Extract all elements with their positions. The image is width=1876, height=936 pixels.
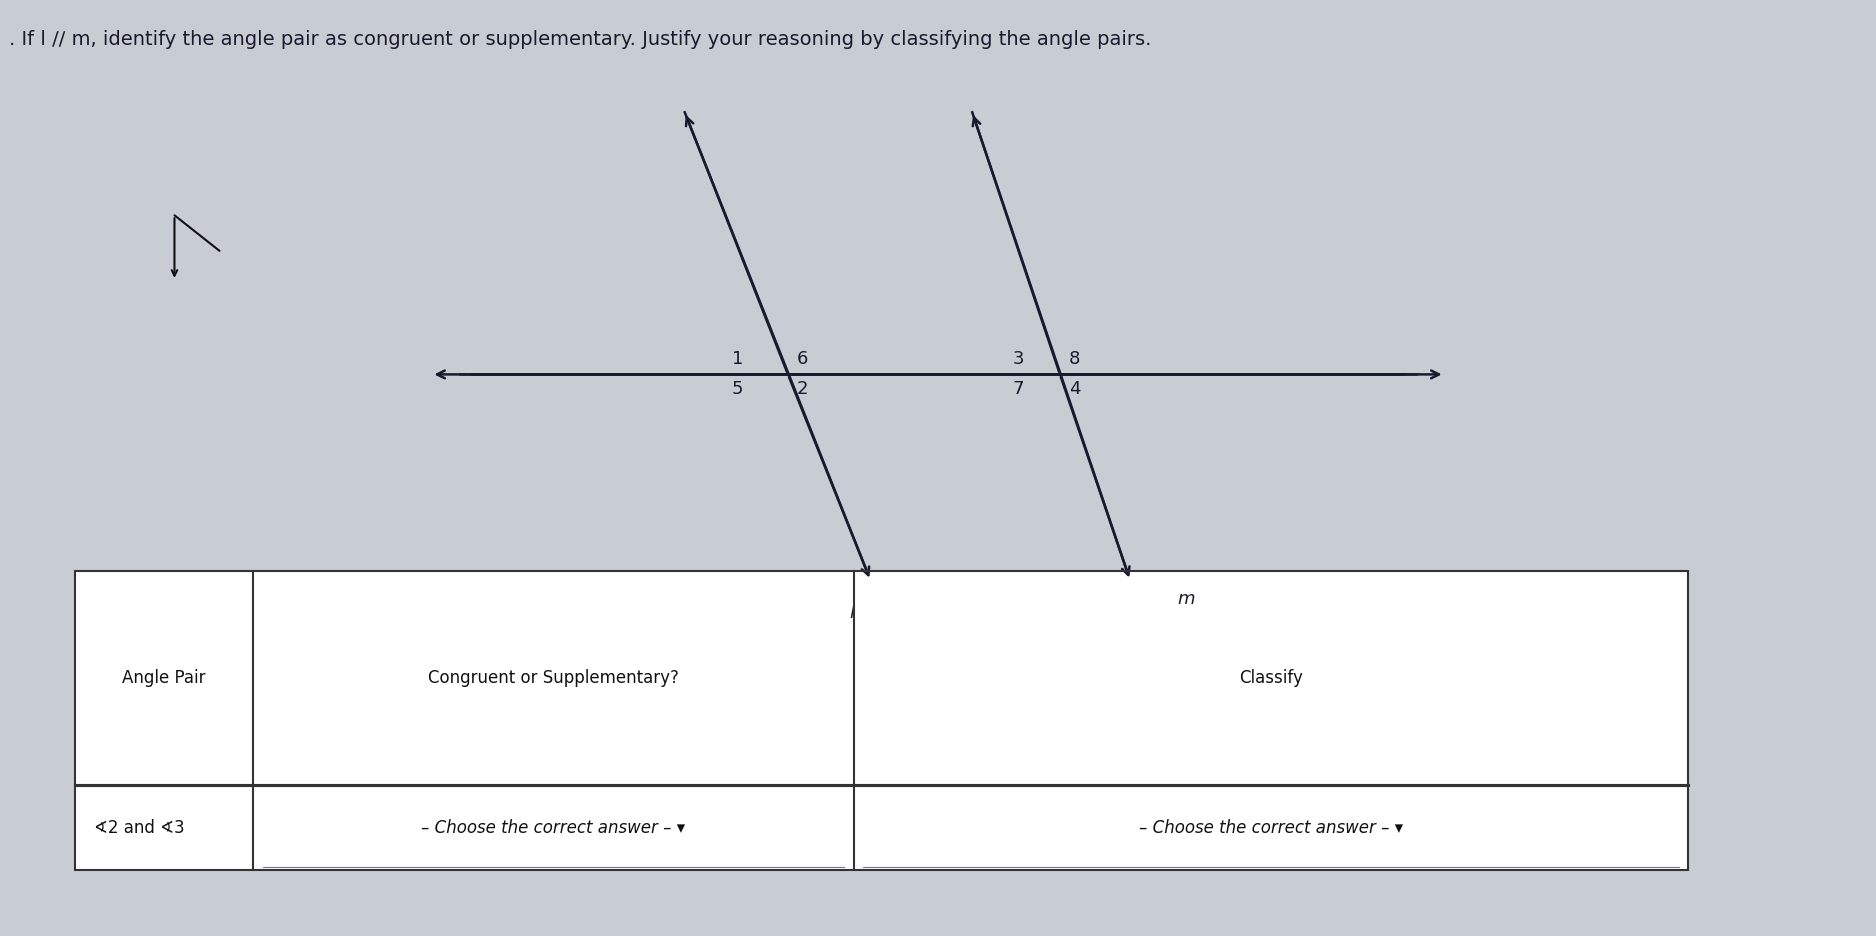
Text: Angle Pair: Angle Pair — [122, 669, 206, 687]
Text: ∢2 and ∢3: ∢2 and ∢3 — [94, 819, 184, 837]
Text: 6: 6 — [797, 350, 809, 369]
Bar — [75, 571, 1688, 870]
Text: Congruent or Supplementary?: Congruent or Supplementary? — [428, 669, 679, 687]
Text: 4: 4 — [1069, 380, 1081, 399]
Text: Classify: Classify — [1238, 669, 1304, 687]
Text: l: l — [850, 604, 854, 622]
Text: 7: 7 — [1013, 380, 1024, 399]
Text: – Choose the correct answer – ▾: – Choose the correct answer – ▾ — [1139, 819, 1403, 837]
Bar — [75, 571, 1688, 870]
Text: m: m — [1176, 590, 1195, 607]
Text: 8: 8 — [1069, 350, 1081, 369]
Text: – Choose the correct answer – ▾: – Choose the correct answer – ▾ — [422, 819, 685, 837]
Text: 2: 2 — [797, 380, 809, 399]
Text: . If l ∕∕ m, identify the angle pair as congruent or supplementary. Justify your: . If l ∕∕ m, identify the angle pair as … — [9, 30, 1152, 49]
Text: 1: 1 — [732, 350, 743, 369]
Text: 5: 5 — [732, 380, 743, 399]
Text: 3: 3 — [1013, 350, 1024, 369]
